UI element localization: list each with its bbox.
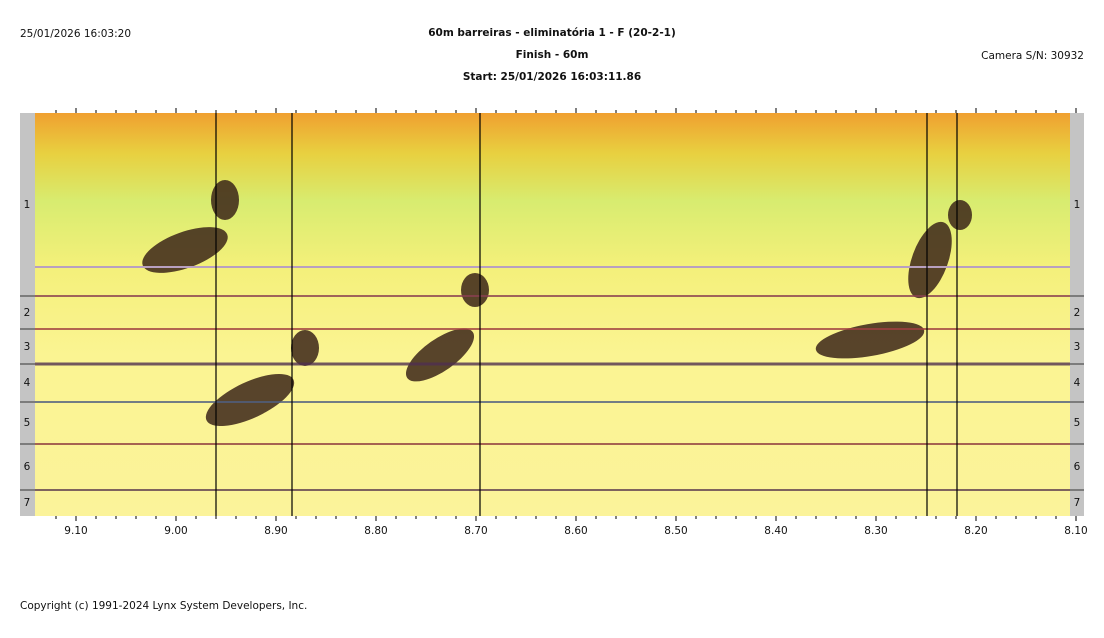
lane-label: 2 — [24, 307, 31, 319]
lane-label: 6 — [1074, 461, 1081, 473]
lane-label: 3 — [24, 341, 31, 353]
lane-label: 5 — [24, 417, 31, 429]
lane-label: 5 — [1074, 417, 1081, 429]
start-time: Start: 25/01/2026 16:03:11.86 — [463, 71, 641, 83]
event: Finish - 60m — [516, 49, 589, 61]
lane-label: 7 — [24, 497, 31, 509]
lane-label: 7 — [1074, 497, 1081, 509]
lane-label: 3 — [1074, 341, 1081, 353]
finish-image — [35, 113, 1070, 516]
lane-label: 2 — [1074, 307, 1081, 319]
title: 60m barreiras - eliminatória 1 - F (20-2… — [428, 27, 676, 39]
lane-label: 1 — [1074, 199, 1081, 211]
tick-label: 8.80 — [364, 525, 387, 537]
lane-bar-right — [1070, 113, 1084, 516]
lane-label: 4 — [24, 377, 31, 389]
tick-label: 8.10 — [1064, 525, 1087, 537]
lane-bar-left — [20, 113, 35, 516]
tick-label: 8.30 — [864, 525, 887, 537]
runners — [142, 180, 972, 427]
copyright: Copyright (c) 1991-2024 Lynx System Deve… — [20, 600, 307, 612]
tick-label: 9.10 — [64, 525, 87, 537]
timestamp: 25/01/2026 16:03:20 — [20, 28, 131, 40]
lane-label: 1 — [24, 199, 31, 211]
lane-label: 6 — [24, 461, 31, 473]
tick-label: 8.90 — [264, 525, 287, 537]
camera: Camera S/N: 30932 — [981, 50, 1084, 62]
tick-label: 8.50 — [664, 525, 687, 537]
tick-label: 8.70 — [464, 525, 487, 537]
tick-label: 8.20 — [964, 525, 987, 537]
lane-label: 4 — [1074, 377, 1081, 389]
tick-label: 8.40 — [764, 525, 787, 537]
tick-label: 8.60 — [564, 525, 587, 537]
tick-label: 9.00 — [164, 525, 187, 537]
